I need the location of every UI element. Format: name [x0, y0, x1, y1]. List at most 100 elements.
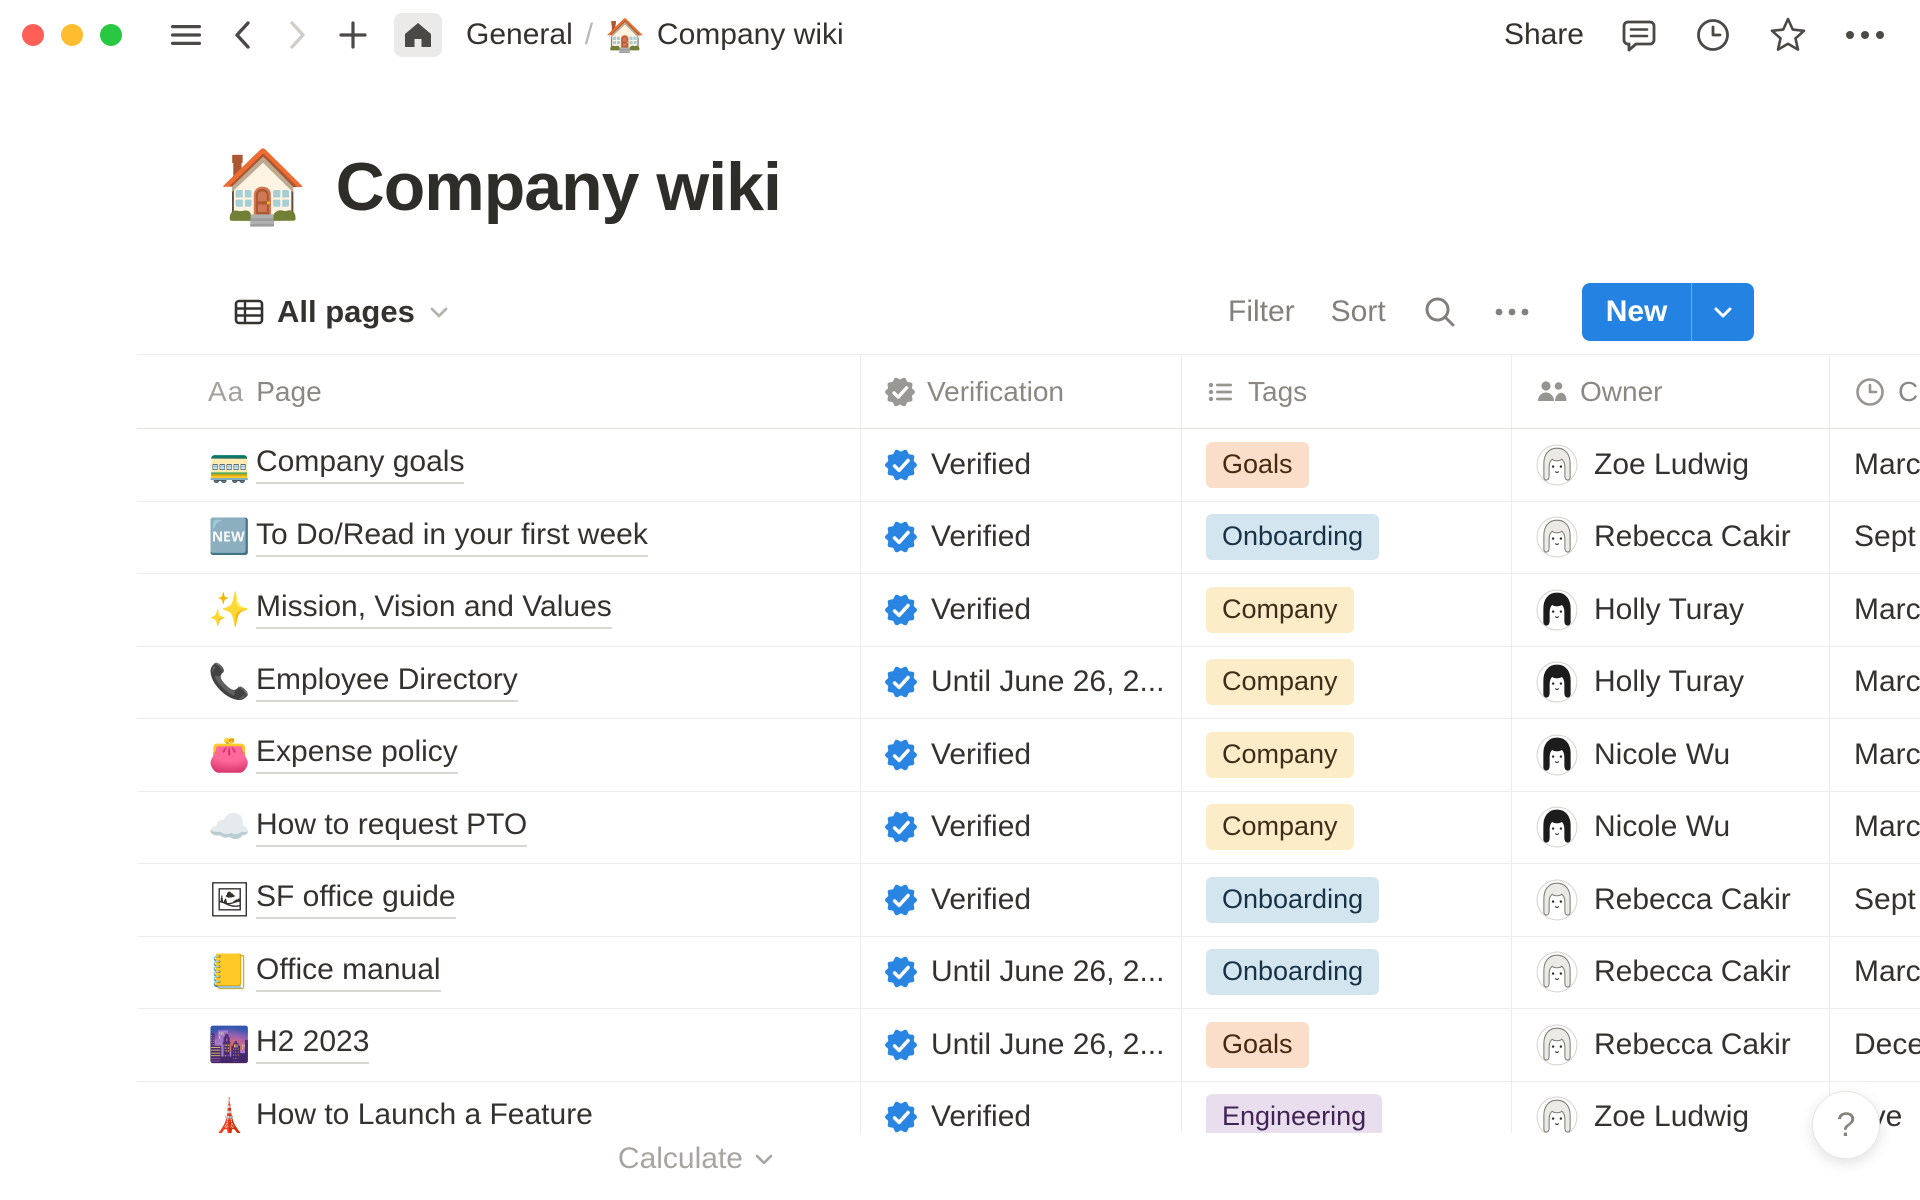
owner-cell[interactable]: Zoe Ludwig	[1512, 429, 1830, 501]
table-row[interactable]: 🆕 To Do/Read in your first week Verified On…	[137, 501, 1920, 574]
table-row[interactable]: 🌆 H2 2023 Until June 26, 2... Goals Rebecca…	[137, 1009, 1920, 1082]
verification-cell[interactable]: Verified	[861, 719, 1182, 791]
tags-cell[interactable]: Goals	[1182, 1009, 1512, 1081]
favorite-star-icon[interactable]	[1768, 15, 1808, 55]
tags-cell[interactable]: Company	[1182, 574, 1512, 646]
help-button[interactable]: ?	[1812, 1091, 1880, 1159]
comments-icon[interactable]	[1620, 16, 1658, 54]
verification-cell[interactable]: Until June 26, 2...	[861, 646, 1182, 718]
tags-cell[interactable]: Company	[1182, 719, 1512, 791]
owner-cell[interactable]: Holly Turay	[1512, 646, 1830, 718]
table-row[interactable]: ✨ Mission, Vision and Values Verified Compa…	[137, 574, 1920, 647]
created-cell[interactable]: Marc	[1830, 574, 1920, 646]
owner-cell[interactable]: Nicole Wu	[1512, 719, 1830, 791]
view-options-icon[interactable]	[1494, 307, 1530, 317]
page-cell[interactable]: 🖼 SF office guide	[137, 864, 861, 936]
page-link[interactable]: How to Launch a Feature	[256, 1098, 593, 1133]
column-header-page[interactable]: Aa Page	[137, 355, 861, 428]
owner-cell[interactable]: Rebecca Cakir	[1512, 864, 1830, 936]
verification-cell[interactable]: Verified	[861, 574, 1182, 646]
forward-icon[interactable]	[282, 17, 312, 53]
page-cell[interactable]: 🗼 How to Launch a Feature	[137, 1081, 861, 1133]
verification-cell[interactable]: Verified	[861, 429, 1182, 501]
tag-pill[interactable]: Onboarding	[1206, 514, 1380, 561]
created-cell[interactable]: Sept	[1830, 864, 1920, 936]
owner-cell[interactable]: Rebecca Cakir	[1512, 1009, 1830, 1081]
tags-cell[interactable]: Goals	[1182, 429, 1512, 501]
tags-cell[interactable]: Onboarding	[1182, 936, 1512, 1008]
page-link[interactable]: H2 2023	[256, 1025, 370, 1065]
table-row[interactable]: 🚃 Company goals Verified Goals Zoe Ludwig Ma…	[137, 429, 1920, 502]
column-header-created[interactable]: C	[1830, 355, 1920, 428]
zoom-window-button[interactable]	[100, 24, 122, 46]
tag-pill[interactable]: Engineering	[1206, 1094, 1383, 1133]
search-icon[interactable]	[1422, 294, 1458, 330]
table-row[interactable]: 📒 Office manual Until June 26, 2... Onboard…	[137, 936, 1920, 1009]
page-link[interactable]: To Do/Read in your first week	[256, 518, 648, 557]
new-button-chevron-down-icon[interactable]	[1692, 299, 1754, 325]
page-link[interactable]: Expense policy	[256, 735, 458, 775]
table-row[interactable]: 📞 Employee Directory Until June 26, 2... Co…	[137, 646, 1920, 719]
more-options-icon[interactable]	[1844, 29, 1886, 41]
breadcrumb-page[interactable]: Company wiki	[656, 18, 844, 51]
page-cell[interactable]: 📒 Office manual	[137, 936, 861, 1008]
filter-button[interactable]: Filter	[1228, 295, 1295, 328]
home-icon[interactable]	[394, 13, 442, 57]
new-button[interactable]: New	[1581, 283, 1755, 341]
created-cell[interactable]: Marc	[1830, 937, 1920, 1009]
calculate-button[interactable]: Calculate	[560, 1142, 775, 1176]
created-cell[interactable]: Marc	[1830, 719, 1920, 791]
minimize-window-button[interactable]	[61, 24, 83, 46]
page-title-icon[interactable]: 🏠	[218, 147, 308, 227]
back-icon[interactable]	[228, 17, 258, 53]
table-row[interactable]: ☁️ How to request PTO Verified Company Nico…	[137, 791, 1920, 864]
page-link[interactable]: Mission, Vision and Values	[256, 590, 612, 630]
page-cell[interactable]: 🌆 H2 2023	[137, 1009, 861, 1081]
share-button[interactable]: Share	[1503, 18, 1584, 51]
tag-pill[interactable]: Goals	[1206, 1021, 1309, 1068]
page-link[interactable]: Company goals	[256, 445, 465, 485]
tag-pill[interactable]: Onboarding	[1206, 949, 1380, 996]
owner-cell[interactable]: Rebecca Cakir	[1512, 501, 1830, 573]
updates-clock-icon[interactable]	[1694, 16, 1732, 54]
tags-cell[interactable]: Company	[1182, 646, 1512, 718]
page-link[interactable]: Office manual	[256, 953, 441, 992]
tag-pill[interactable]: Company	[1206, 731, 1354, 778]
page-link[interactable]: Employee Directory	[256, 663, 518, 702]
breadcrumb-section[interactable]: General	[466, 18, 573, 51]
page-cell[interactable]: 🆕 To Do/Read in your first week	[137, 501, 861, 573]
page-link[interactable]: SF office guide	[256, 880, 456, 920]
created-cell[interactable]: Marc	[1830, 647, 1920, 719]
page-title-text[interactable]: Company wiki	[335, 149, 782, 225]
table-row[interactable]: 👛 Expense policy Verified Company Nicole Wu…	[137, 719, 1920, 792]
tag-pill[interactable]: Company	[1206, 804, 1354, 851]
close-window-button[interactable]	[22, 24, 44, 46]
page-cell[interactable]: ✨ Mission, Vision and Values	[137, 574, 861, 646]
created-cell[interactable]: Dece	[1830, 1009, 1920, 1081]
view-switcher[interactable]: All pages	[233, 282, 451, 342]
verification-cell[interactable]: Until June 26, 2...	[861, 936, 1182, 1008]
tags-cell[interactable]: Company	[1182, 791, 1512, 863]
column-header-verification[interactable]: Verification	[861, 355, 1182, 428]
page-cell[interactable]: 👛 Expense policy	[137, 719, 861, 791]
new-button-label[interactable]: New	[1605, 295, 1668, 328]
column-header-owner[interactable]: Owner	[1512, 355, 1830, 428]
page-cell[interactable]: 🚃 Company goals	[137, 429, 861, 501]
table-row[interactable]: 🗼 How to Launch a Feature Verified Engineer…	[137, 1081, 1920, 1133]
created-cell[interactable]: Marc	[1830, 429, 1920, 501]
verification-cell[interactable]: Until June 26, 2...	[861, 1009, 1182, 1081]
page-cell[interactable]: 📞 Employee Directory	[137, 646, 861, 718]
verification-cell[interactable]: Verified	[861, 501, 1182, 573]
verification-cell[interactable]: Verified	[861, 1081, 1182, 1133]
tag-pill[interactable]: Goals	[1206, 441, 1309, 488]
tag-pill[interactable]: Company	[1206, 586, 1354, 633]
page-cell[interactable]: ☁️ How to request PTO	[137, 791, 861, 863]
tags-cell[interactable]: Onboarding	[1182, 501, 1512, 573]
created-cell[interactable]: Sept	[1830, 502, 1920, 574]
owner-cell[interactable]: Holly Turay	[1512, 574, 1830, 646]
page-link[interactable]: How to request PTO	[256, 808, 528, 847]
tags-cell[interactable]: Engineering	[1182, 1081, 1512, 1133]
tag-pill[interactable]: Onboarding	[1206, 876, 1380, 923]
new-page-plus-icon[interactable]	[336, 18, 370, 52]
verification-cell[interactable]: Verified	[861, 864, 1182, 936]
